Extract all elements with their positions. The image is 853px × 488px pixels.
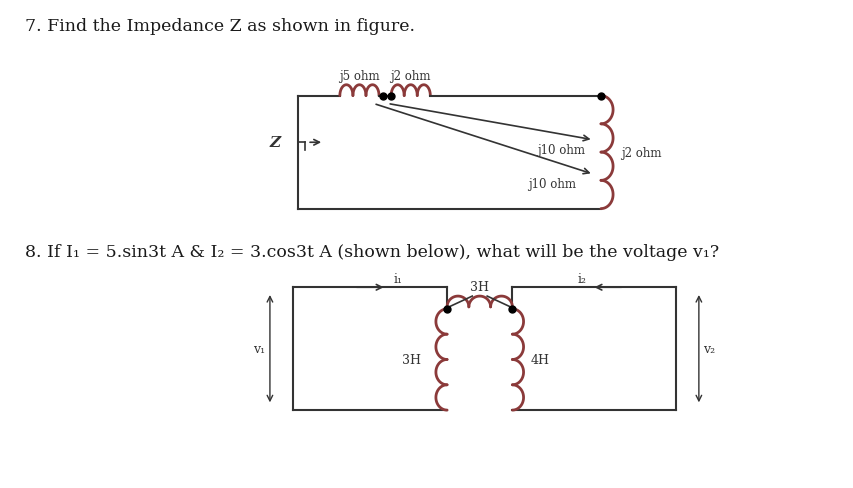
Text: j5 ohm: j5 ohm	[339, 70, 380, 82]
Text: 8. If I₁ = 5.sin3t A & I₂ = 3.cos3t A (shown below), what will be the voltage v₁: 8. If I₁ = 5.sin3t A & I₂ = 3.cos3t A (s…	[25, 244, 718, 261]
Text: j2 ohm: j2 ohm	[390, 70, 431, 82]
Text: 7. Find the Impedance Z as shown in figure.: 7. Find the Impedance Z as shown in figu…	[25, 18, 415, 35]
Text: v₂: v₂	[703, 343, 715, 355]
Text: 3H: 3H	[470, 281, 489, 294]
Text: 3H: 3H	[402, 353, 421, 366]
Text: 4H: 4H	[531, 353, 549, 366]
Text: i₁: i₁	[393, 273, 403, 286]
Text: j10 ohm: j10 ohm	[528, 178, 576, 191]
Text: j10 ohm: j10 ohm	[537, 143, 585, 157]
Text: i₂: i₂	[577, 273, 586, 286]
Text: v₁: v₁	[252, 343, 265, 355]
Text: Z: Z	[270, 136, 281, 150]
Text: j2 ohm: j2 ohm	[621, 146, 661, 159]
